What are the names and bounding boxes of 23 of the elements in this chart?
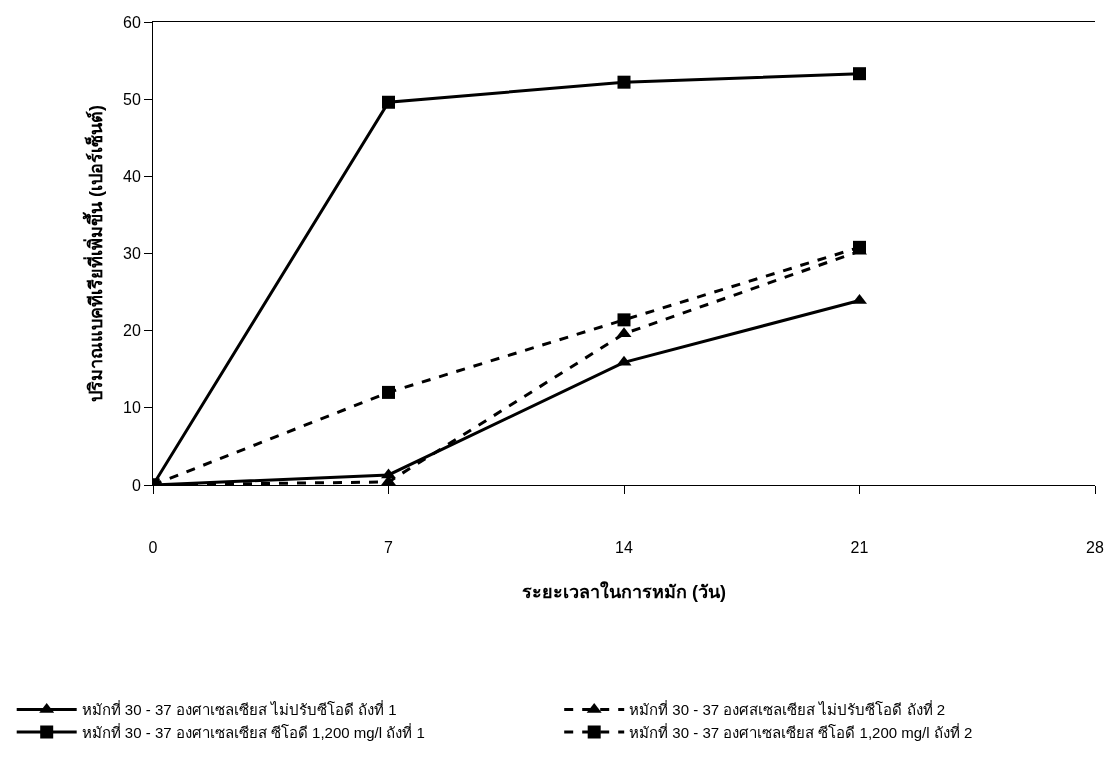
point [382,95,395,109]
y-tick-label: 50 [123,90,141,108]
x-tick-label: 0 [148,539,158,557]
legend-label: หมักที่ 30 - 37 องศาเซลเซียส ซีโอดี 1,200 mg/l ถังที่ 2 [629,721,973,741]
x-tick-label: 21 [850,539,869,557]
y-tick-label: 0 [131,476,141,494]
y-tick-label: 20 [123,322,141,340]
x-tick-label: 14 [615,539,633,557]
point [853,67,866,81]
point [382,385,395,399]
legend-label: หมักที่ 30 - 37 องศาเซลเซียส ซีโอดี 1,200 mg/l ถังที่ 1 [81,721,425,741]
y-tick-label: 60 [123,13,141,31]
legend-label: หมักที่ 30 - 37 องศาเซลเซียส ไม่ปรับซีโอดี ถังที่ 1 [81,699,397,719]
y-tick-label: 40 [123,167,141,185]
x-tick-label: 7 [384,539,394,557]
x-tick-label: 28 [1086,539,1104,557]
y-axis-title: ปริมาณแบคทีเรียที่เพิ่มขึ้น (เปอร์เซ็นต์) [82,105,107,402]
point [617,313,631,327]
y-tick-label: 10 [123,399,141,417]
legend-label: หมักที่ 30 - 37 องศสเซลเซียส ไม่ปรับซีโอดี ถังที่ 2 [629,699,946,719]
x-axis-title: ระยะเวลาในการหมัก (วัน) [522,581,726,603]
point [617,75,631,89]
y-tick-label: 30 [123,245,141,263]
